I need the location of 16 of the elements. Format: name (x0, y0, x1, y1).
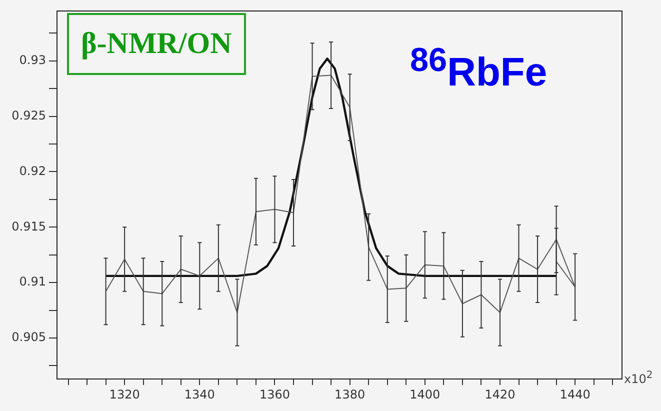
annotation: β-NMR/ON (67, 13, 246, 75)
y-tick-label: 0.91 (19, 274, 46, 289)
x-tick-label: 1360 (259, 387, 290, 402)
x-tick-label: 1440 (560, 387, 590, 402)
x-tick-label: 1400 (410, 387, 440, 402)
annotation: $^{86}$RbFe (410, 42, 548, 96)
x-tick-label: 1340 (184, 387, 215, 402)
x-tick-label: 1320 (109, 387, 140, 402)
y-tick-label: 0.93 (19, 53, 46, 68)
y-tick-label: 0.905 (12, 330, 46, 344)
text: x10$^{2}$ (624, 370, 653, 386)
y-tick-label: 0.925 (12, 108, 46, 122)
x-tick-label: 1420 (484, 387, 516, 402)
y-tick-label: 0.915 (12, 219, 46, 234)
y-tick-label: 0.92 (19, 164, 46, 178)
x-tick-label: 1380 (334, 387, 366, 402)
